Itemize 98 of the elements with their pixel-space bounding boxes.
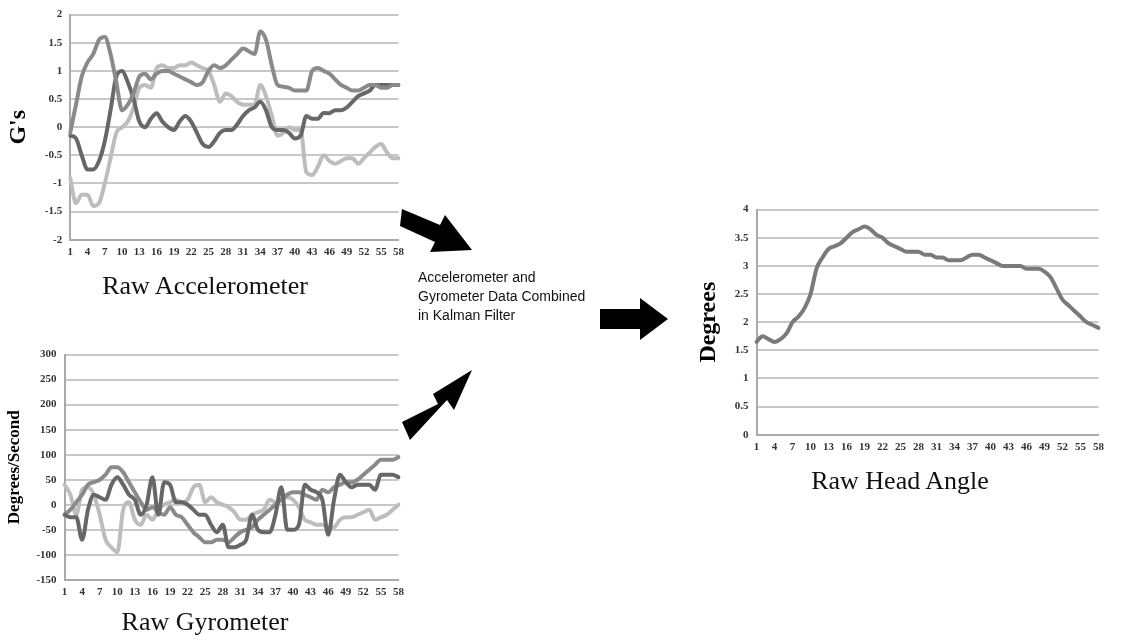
x-tick-label: 49 bbox=[340, 585, 352, 598]
x-tick-label: 43 bbox=[1003, 440, 1015, 453]
x-tick-label: 55 bbox=[375, 245, 388, 258]
y-tick-label: -150 bbox=[36, 572, 58, 585]
x-tick-label: 43 bbox=[305, 585, 317, 598]
x-tick-label: 34 bbox=[252, 585, 264, 598]
y-tick-label: -0.5 bbox=[44, 148, 63, 161]
text: Raw Head Angle bbox=[810, 466, 990, 496]
y-tick-label: 0.5 bbox=[734, 399, 750, 412]
x-tick-label: 7 bbox=[96, 585, 103, 598]
x-tick-label: 7 bbox=[789, 440, 796, 453]
y-tick-label: 2 bbox=[743, 315, 750, 328]
x-tick-label: 58 bbox=[393, 585, 405, 598]
y-tick-label: 0 bbox=[56, 120, 63, 133]
line-series bbox=[754, 224, 1101, 344]
x-tick-label: 28 bbox=[913, 440, 925, 453]
x-tick-label: 34 bbox=[254, 245, 267, 258]
y-tick-label: 200 bbox=[40, 397, 58, 410]
x-tick-label: 16 bbox=[841, 440, 853, 453]
x-tick-label: 49 bbox=[341, 245, 353, 258]
x-tick-label: 40 bbox=[985, 440, 997, 453]
x-tick-label: 10 bbox=[805, 440, 817, 453]
line-series bbox=[68, 29, 401, 135]
x-tick-label: 37 bbox=[272, 245, 284, 258]
y-axis-title: G's bbox=[3, 109, 30, 145]
x-tick-label: 4 bbox=[79, 585, 86, 598]
x-tick-label: 22 bbox=[185, 245, 198, 258]
y-tick-label: -100 bbox=[36, 547, 58, 560]
y-tick-label: 3.5 bbox=[734, 230, 750, 243]
x-tick-label: 1 bbox=[753, 440, 760, 453]
x-tick-label: 13 bbox=[129, 585, 141, 598]
x-tick-label: 31 bbox=[931, 440, 943, 453]
x-tick-label: 58 bbox=[393, 245, 405, 258]
x-tick-label: 40 bbox=[289, 245, 301, 258]
y-tick-label: -1 bbox=[53, 176, 63, 189]
x-tick-label: 22 bbox=[182, 585, 194, 598]
x-tick-label: 52 bbox=[357, 585, 370, 598]
x-tick-label: 13 bbox=[133, 245, 146, 258]
y-tick-label: 3 bbox=[743, 258, 750, 271]
x-tick-label: 19 bbox=[168, 245, 180, 258]
x-tick-label: 22 bbox=[877, 440, 889, 453]
y-tick-label: 0 bbox=[743, 427, 750, 440]
y-tick-label: 2.5 bbox=[734, 286, 750, 299]
y-tick-label: 0.5 bbox=[48, 91, 63, 104]
line-series bbox=[68, 60, 401, 209]
x-tick-label: 19 bbox=[859, 440, 871, 453]
y-tick-label: 1 bbox=[743, 371, 749, 384]
x-tick-label: 19 bbox=[164, 585, 177, 598]
x-tick-label: 25 bbox=[199, 585, 212, 598]
x-tick-label: 55 bbox=[1075, 440, 1087, 453]
x-tick-label: 49 bbox=[1039, 440, 1051, 453]
y-tick-label: 0 bbox=[51, 497, 58, 510]
y-tick-label: 150 bbox=[40, 422, 58, 435]
y-tick-label: 1 bbox=[56, 63, 63, 76]
x-tick-label: 25 bbox=[895, 440, 907, 453]
x-tick-label: 10 bbox=[111, 585, 124, 598]
x-tick-label: 4 bbox=[771, 440, 778, 453]
x-tick-label: 16 bbox=[151, 245, 163, 258]
x-tick-label: 37 bbox=[269, 585, 282, 598]
x-tick-label: 34 bbox=[949, 440, 961, 453]
x-tick-label: 37 bbox=[967, 440, 979, 453]
x-tick-label: 31 bbox=[234, 585, 246, 598]
y-axis-title: Degrees bbox=[693, 281, 720, 363]
y-tick-label: 4 bbox=[743, 202, 750, 215]
x-tick-label: 4 bbox=[84, 245, 91, 258]
x-tick-label: 52 bbox=[358, 245, 370, 258]
x-tick-label: 13 bbox=[823, 440, 835, 453]
y-tick-label: 50 bbox=[45, 472, 58, 485]
text: Raw Accelerometer bbox=[101, 271, 309, 301]
y-tick-label: 100 bbox=[40, 447, 58, 460]
x-tick-label: 46 bbox=[1021, 440, 1033, 453]
y-tick-label: 1.5 bbox=[48, 35, 63, 48]
y-tick-label: 250 bbox=[40, 372, 58, 385]
y-tick-label: 2 bbox=[56, 7, 63, 20]
x-tick-label: 25 bbox=[202, 245, 215, 258]
y-tick-label: 1.5 bbox=[734, 343, 750, 356]
x-tick-label: 40 bbox=[287, 585, 300, 598]
y-tick-label: -1.5 bbox=[44, 204, 63, 217]
x-tick-label: 52 bbox=[1057, 440, 1069, 453]
x-tick-label: 31 bbox=[237, 245, 249, 258]
x-tick-label: 7 bbox=[102, 245, 109, 258]
x-tick-label: 28 bbox=[220, 245, 232, 258]
y-tick-label: -50 bbox=[41, 522, 58, 535]
x-tick-label: 28 bbox=[217, 585, 229, 598]
text: Raw Gyrometer bbox=[120, 607, 290, 637]
y-tick-label: 300 bbox=[40, 347, 58, 360]
x-tick-label: 1 bbox=[67, 245, 73, 258]
x-tick-label: 43 bbox=[306, 245, 319, 258]
y-tick-label: -2 bbox=[53, 232, 63, 245]
x-tick-label: 16 bbox=[146, 585, 159, 598]
line-series bbox=[62, 472, 401, 550]
x-tick-label: 10 bbox=[116, 245, 129, 258]
y-axis-title: Degrees/Second bbox=[3, 409, 23, 525]
x-tick-label: 46 bbox=[323, 245, 336, 258]
text: Accelerometer and Gyrometer Data Combined in Kalman Filter bbox=[418, 268, 587, 325]
x-tick-label: 46 bbox=[322, 585, 335, 598]
x-tick-label: 58 bbox=[1093, 440, 1105, 453]
x-tick-label: 55 bbox=[375, 585, 387, 598]
